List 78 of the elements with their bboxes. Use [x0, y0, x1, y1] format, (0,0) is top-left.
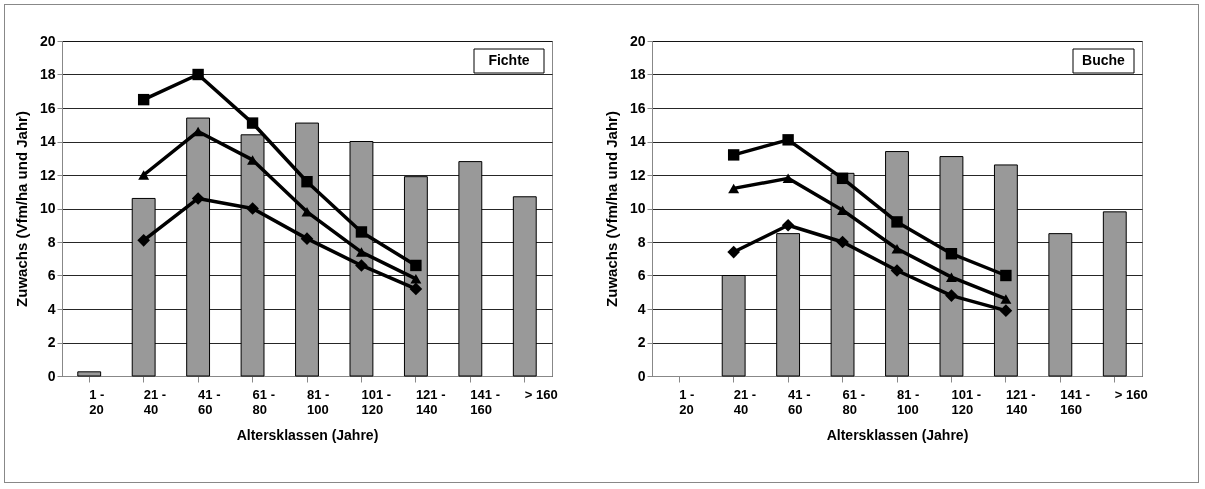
point [1000, 269, 1012, 282]
y-tick-label: 2 [47, 334, 56, 350]
y-tick-label: 8 [47, 233, 56, 250]
x-tick-label: 121 - 140 [415, 386, 446, 417]
point [836, 235, 849, 249]
point [355, 247, 367, 257]
x-tick-label: 101 - 120 [361, 386, 392, 417]
y-tick-label: 20 [39, 32, 56, 49]
x-tick-label: 41 - 60 [198, 386, 221, 417]
y-axis-title: Zuwachs (Vfm/ha und Jahr) [12, 111, 30, 307]
point [891, 216, 903, 228]
point [782, 134, 794, 146]
point [300, 232, 314, 245]
y-tick-label: 14 [629, 133, 646, 149]
x-axis-title: Altersklassen (Jahre) [826, 426, 969, 443]
point [945, 289, 958, 302]
point [1000, 294, 1012, 304]
point [945, 272, 957, 282]
x-tick-label: 1 - 20 [679, 386, 695, 417]
y-tick-label: 0 [47, 367, 56, 384]
point [246, 117, 259, 129]
y-tick-label: 6 [47, 267, 56, 283]
point [137, 234, 150, 247]
point [836, 172, 849, 185]
x-tick-label: 21 - 40 [733, 386, 757, 417]
point [728, 183, 740, 194]
y-tick-label: 12 [629, 166, 646, 183]
point [727, 245, 740, 259]
x-tick-label: 141 - 160 [470, 386, 500, 417]
y-tick-label: 18 [39, 66, 56, 82]
y-tick-label: 14 [39, 133, 56, 149]
point [781, 218, 795, 232]
y-tick-label: 10 [39, 200, 56, 216]
x-tick-label: 1 - 20 [89, 386, 105, 417]
x-tick-label: 61 - 80 [842, 386, 865, 417]
point [410, 259, 422, 272]
y-tick-label: 16 [629, 99, 646, 116]
point [138, 170, 150, 180]
x-tick-label: 21 - 40 [143, 386, 167, 417]
y-axis-title: Zuwachs (Vfm/ha und Jahr) [602, 111, 620, 307]
point [727, 149, 740, 161]
point [409, 282, 423, 296]
y-tick-label: 2 [637, 334, 646, 350]
y-tick-label: 6 [637, 267, 646, 283]
point [355, 226, 368, 238]
point [945, 248, 958, 260]
point [137, 93, 150, 106]
point [890, 264, 904, 277]
annotation: Fichte [488, 52, 530, 68]
annotation: Buche [1082, 52, 1126, 68]
x-tick-label: 101 - 120 [951, 386, 982, 417]
bar [77, 371, 102, 377]
point [191, 192, 205, 205]
x-tick-label: 121 - 140 [1005, 386, 1036, 417]
x-tick-label: > 160 [1114, 386, 1148, 402]
x-tick-label: 141 - 160 [1060, 386, 1090, 417]
y-tick-label: 8 [637, 233, 646, 250]
point [999, 304, 1013, 317]
x-tick-label: > 160 [524, 386, 558, 402]
y-tick-label: 16 [39, 99, 56, 116]
x-tick-label: 81 - 100 [307, 386, 330, 417]
point [355, 259, 368, 272]
y-tick-label: 10 [629, 200, 646, 216]
x-tick-label: 61 - 80 [252, 386, 275, 417]
y-tick-label: 4 [637, 300, 646, 317]
x-tick-label: 41 - 60 [788, 386, 811, 417]
point [246, 202, 259, 215]
y-tick-label: 18 [629, 66, 646, 82]
y-tick-label: 12 [39, 166, 56, 183]
x-axis-title: Altersklassen (Jahre) [236, 426, 379, 443]
point [192, 68, 204, 81]
point [301, 176, 313, 188]
point [410, 274, 422, 284]
point [782, 173, 794, 184]
x-tick-label: 81 - 100 [897, 386, 920, 417]
y-tick-label: 20 [629, 32, 646, 49]
y-tick-label: 0 [637, 367, 646, 384]
y-tick-label: 4 [47, 300, 56, 317]
